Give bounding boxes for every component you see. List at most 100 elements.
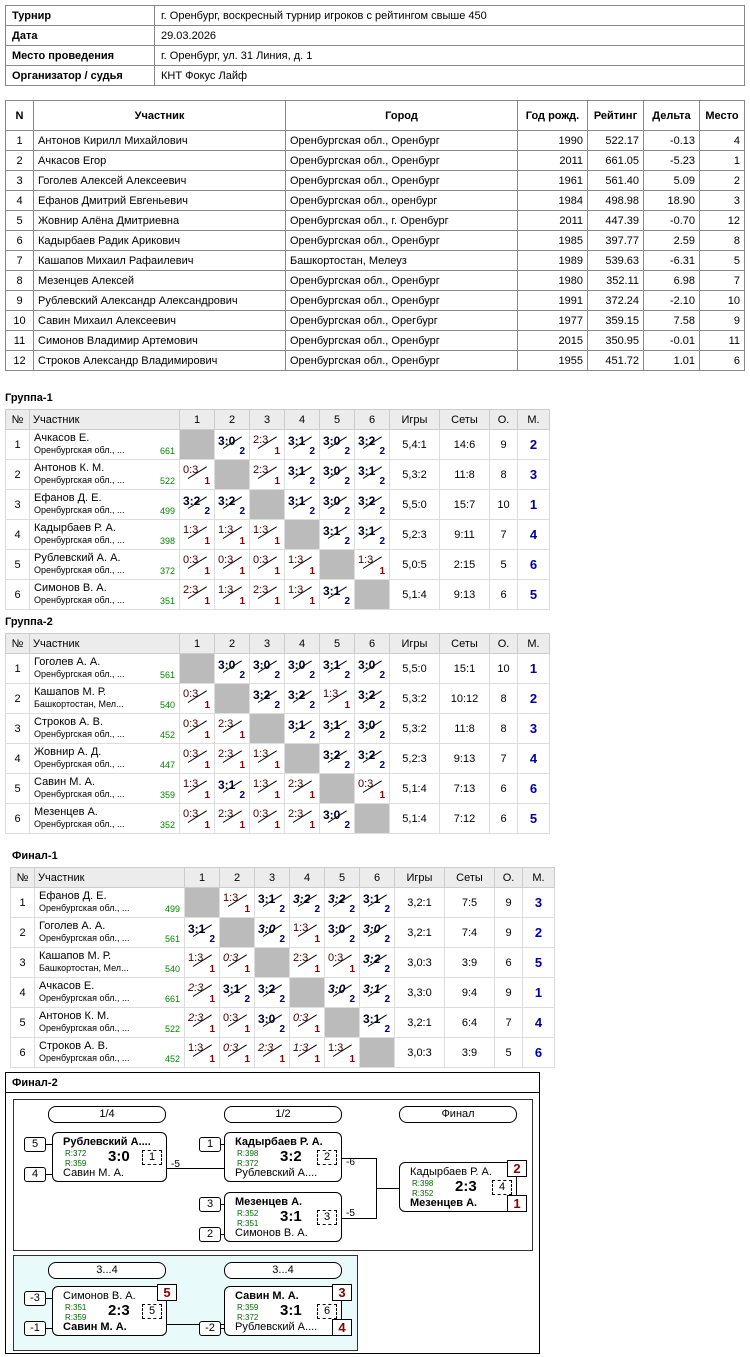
match-result-cell[interactable]: 1:3 1 (179, 519, 215, 550)
match-result-cell[interactable]: 1:3 1 (319, 683, 355, 714)
player-name: Строков А. В. (34, 716, 104, 728)
self-cell (179, 653, 215, 684)
match-result-cell[interactable]: 1:3 1 (284, 549, 320, 580)
match-result-cell[interactable]: 2:3 1 (214, 803, 250, 834)
match-result-cell[interactable]: 3:0 2 (214, 653, 250, 684)
match-result-cell[interactable]: 1:3 1 (284, 579, 320, 610)
match-result-cell[interactable]: 2:3 1 (179, 579, 215, 610)
match-result-cell[interactable]: 2:3 1 (249, 579, 285, 610)
table-cell: 5 (699, 250, 745, 271)
match-result-cell[interactable]: 3:0 2 (319, 429, 355, 460)
match-result-cell[interactable]: 2:3 1 (184, 977, 220, 1008)
match-result-cell[interactable]: 3:1 2 (354, 519, 390, 550)
match-result-cell[interactable]: 3:1 2 (219, 977, 255, 1008)
match-result-cell[interactable]: 2:3 1 (284, 773, 320, 804)
match-result-cell[interactable]: 1:3 1 (184, 947, 220, 978)
match-result-cell[interactable]: 1:3 1 (219, 887, 255, 918)
match-result-cell[interactable]: 3:1 2 (359, 1007, 395, 1038)
match-result-cell[interactable]: 3:0 2 (249, 653, 285, 684)
match-result-cell[interactable]: 3:0 2 (319, 459, 355, 490)
match-result-cell[interactable]: 3:2 2 (179, 489, 215, 520)
match-result-cell[interactable]: 3:2 2 (354, 743, 390, 774)
match-result-cell[interactable]: 0:3 1 (179, 459, 215, 490)
match-result-cell[interactable]: 0:3 1 (219, 1007, 255, 1038)
match-result-cell[interactable]: 3:1 2 (359, 887, 395, 918)
match-result-cell[interactable]: 3:2 2 (324, 887, 360, 918)
match-result-cell[interactable]: 0:3 1 (179, 683, 215, 714)
match-result-cell[interactable]: 3:2 2 (254, 977, 290, 1008)
match-result-cell[interactable]: 2:3 1 (284, 803, 320, 834)
match-result-cell[interactable]: 3:2 2 (289, 887, 325, 918)
match-result-cell[interactable]: 3:1 2 (284, 713, 320, 744)
match-result-cell[interactable]: 3:0 2 (284, 653, 320, 684)
match-result-cell[interactable]: 2:3 1 (214, 743, 250, 774)
match-result-cell[interactable]: 3:1 2 (319, 713, 355, 744)
match-result-cell[interactable]: 3:1 2 (284, 429, 320, 460)
match-result-cell[interactable]: 1:3 1 (179, 773, 215, 804)
match-result-cell[interactable]: 3:2 2 (249, 683, 285, 714)
match-result-cell[interactable]: 3:2 2 (359, 947, 395, 978)
match-result-cell[interactable]: 2:3 1 (249, 459, 285, 490)
match-result-cell[interactable]: 1:3 1 (184, 1037, 220, 1068)
match-result-cell[interactable]: 3:0 2 (354, 653, 390, 684)
match-result-cell[interactable]: 3:2 2 (354, 683, 390, 714)
table-row: 2 Антонов К. М. Оренбургская обл., ... 522 0… (5, 459, 550, 490)
match-result-cell[interactable]: 3:0 2 (354, 713, 390, 744)
match-result-cell[interactable]: 0:3 1 (179, 549, 215, 580)
match-result-cell[interactable]: 0:3 1 (179, 743, 215, 774)
match-result-cell[interactable]: 0:3 1 (324, 947, 360, 978)
match-result-cell[interactable]: 3:1 2 (319, 653, 355, 684)
match-result-cell[interactable]: 3:2 2 (284, 683, 320, 714)
match-result-cell[interactable]: 3:1 2 (284, 489, 320, 520)
match-result-cell[interactable]: 0:3 1 (179, 803, 215, 834)
match-4-final[interactable]: Кадырбаев Р. А. R:398 R:352 2:3 4 Мезенц… (399, 1162, 517, 1212)
match-result-cell[interactable]: 0:3 1 (289, 1007, 325, 1038)
match-result-cell[interactable]: 1:3 1 (324, 1037, 360, 1068)
match-2[interactable]: Кадырбаев Р. А. R:398 R:372 3:2 2 Рублев… (224, 1132, 342, 1182)
match-result-cell[interactable]: 1:3 1 (214, 519, 250, 550)
match-result-cell[interactable]: 0:3 1 (249, 803, 285, 834)
match-result-cell[interactable]: 3:0 2 (254, 1007, 290, 1038)
match-result-cell[interactable]: 0:3 1 (249, 549, 285, 580)
match-result-cell[interactable]: 3:0 2 (324, 977, 360, 1008)
match-result-cell[interactable]: 0:3 1 (219, 1037, 255, 1068)
match-result-cell[interactable]: 2:3 1 (184, 1007, 220, 1038)
match-result-cell[interactable]: 2:3 1 (249, 429, 285, 460)
match-result-cell[interactable]: 1:3 1 (289, 1037, 325, 1068)
match-result-cell[interactable]: 3:2 2 (319, 743, 355, 774)
match-result-cell[interactable]: 3:2 2 (214, 489, 250, 520)
match-result-cell[interactable]: 3:1 2 (319, 579, 355, 610)
match-result-cell[interactable]: 1:3 1 (214, 579, 250, 610)
match-result-cell[interactable]: 3:2 2 (354, 429, 390, 460)
match-result-cell[interactable]: 1:3 1 (354, 549, 390, 580)
match-result-cell[interactable]: 1:3 1 (249, 743, 285, 774)
match-result-cell[interactable]: 2:3 1 (289, 947, 325, 978)
match-1[interactable]: Рублевский А.... R:372 R:359 3:0 1 Савин… (52, 1132, 167, 1182)
match-result-cell[interactable]: 3:1 2 (254, 887, 290, 918)
match-result-cell[interactable]: 1:3 1 (289, 917, 325, 948)
match-result-cell[interactable]: 3:0 2 (324, 917, 360, 948)
match-result-cell[interactable]: 3:1 2 (354, 459, 390, 490)
match-result-cell[interactable]: 3:1 2 (214, 773, 250, 804)
match-result-cell[interactable]: 0:3 1 (214, 549, 250, 580)
match-result-cell[interactable]: 3:0 2 (319, 803, 355, 834)
match-result-cell[interactable]: 0:3 1 (179, 713, 215, 744)
match-6[interactable]: Савин М. А. R:359 R:372 3:1 6 Рублевский… (224, 1286, 342, 1336)
match-result-cell[interactable]: 0:3 1 (219, 947, 255, 978)
match-result-cell[interactable]: 1:3 1 (249, 773, 285, 804)
match-result-cell[interactable]: 2:3 1 (214, 713, 250, 744)
match-result-cell[interactable]: 3:1 2 (359, 977, 395, 1008)
match-result-cell[interactable]: 1:3 1 (249, 519, 285, 550)
match-3[interactable]: Мезенцев А. R:352 R:351 3:1 3 Симонов В.… (224, 1192, 342, 1242)
match-result-cell[interactable]: 2:3 1 (254, 1037, 290, 1068)
match-result-cell[interactable]: 3:1 2 (284, 459, 320, 490)
match-result-cell[interactable]: 3:0 2 (319, 489, 355, 520)
match-result-cell[interactable]: 3:0 2 (359, 917, 395, 948)
match-result-cell[interactable]: 3:2 2 (354, 489, 390, 520)
match-result-cell[interactable]: 0:3 1 (354, 773, 390, 804)
match-result-cell[interactable]: 3:1 2 (184, 917, 220, 948)
match-result-cell[interactable]: 3:0 2 (214, 429, 250, 460)
match-5[interactable]: Симонов В. А. R:351 R:359 2:3 5 Савин М.… (52, 1286, 167, 1336)
match-result-cell[interactable]: 3:0 2 (254, 917, 290, 948)
match-result-cell[interactable]: 3:1 2 (319, 519, 355, 550)
